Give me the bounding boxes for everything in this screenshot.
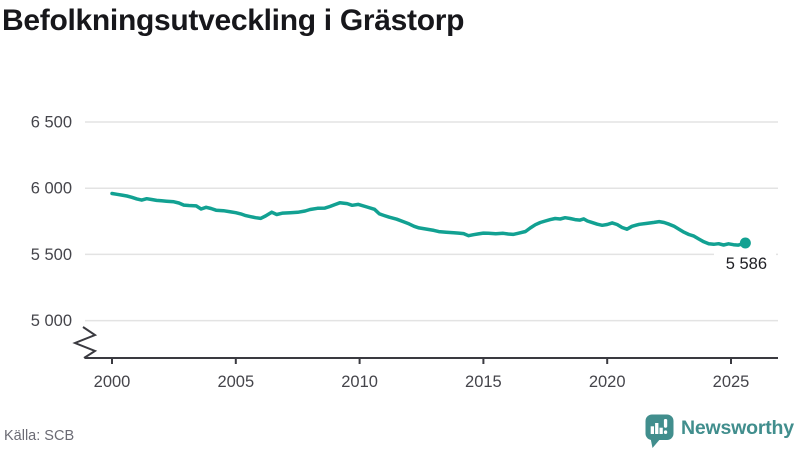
bar-chart-speech-bubble-icon (645, 414, 674, 448)
y-axis-label: 5 500 (31, 246, 72, 264)
y-axis-label: 6 500 (31, 114, 72, 132)
chart-title: Befolkningsutveckling i Grästorp (2, 4, 465, 37)
newsworthy-logo[interactable]: Newsworthy (645, 414, 797, 450)
newsworthy-logo-text: Newsworthy (681, 417, 794, 439)
x-axis-label: 2005 (217, 373, 254, 391)
last-value-label: 5 586 (726, 255, 767, 273)
label-backdrop (714, 246, 776, 272)
x-axis-label: 2025 (713, 373, 750, 391)
x-axis-label: 2020 (589, 373, 626, 391)
y-axis-label: 6 000 (31, 180, 72, 198)
population-line (110, 191, 748, 247)
last-point-marker (739, 237, 751, 249)
y-axis-label: 5 000 (31, 312, 72, 330)
source-text: Källa: SCB (4, 428, 75, 444)
axis-break-icon (72, 326, 98, 359)
x-axis-label: 2015 (465, 373, 502, 391)
x-axis-label: 2000 (94, 373, 131, 391)
x-axis-label: 2010 (341, 373, 378, 391)
